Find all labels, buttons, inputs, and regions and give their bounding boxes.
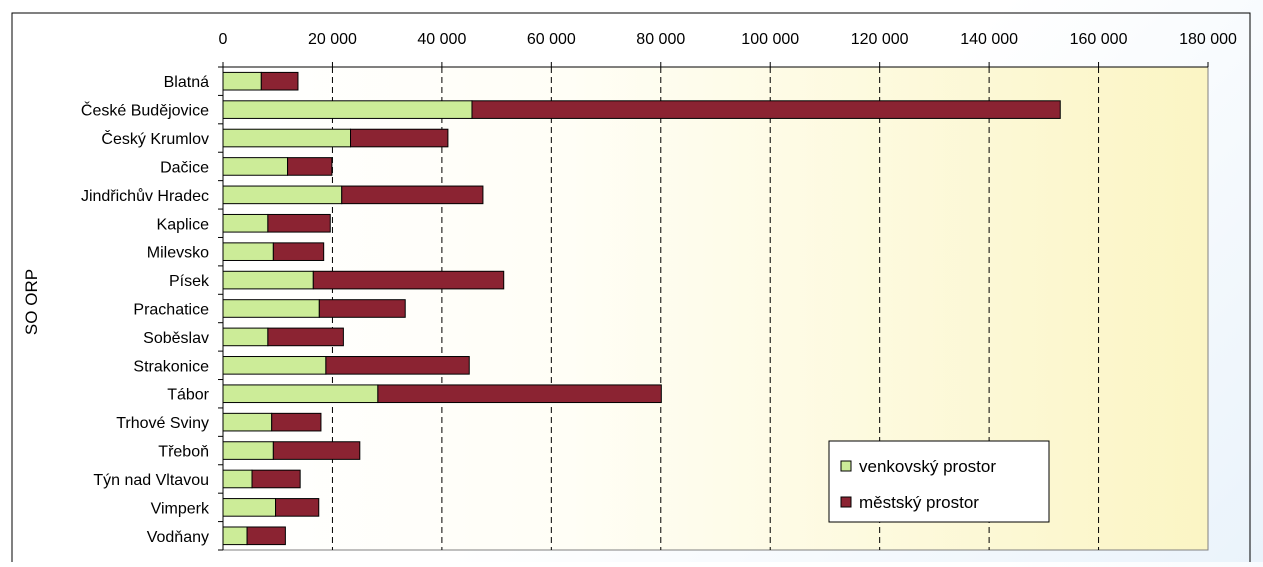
- x-tick-label: 20 000: [308, 31, 357, 48]
- x-tick-label: 100 000: [741, 31, 799, 48]
- bar-mestsky: [272, 441, 361, 460]
- legend-label-mestsky: městský prostor: [859, 493, 979, 512]
- bar-venkovsky: [222, 100, 473, 119]
- legend-swatch-mestsky: [840, 496, 852, 508]
- x-tick-label: 60 000: [527, 31, 576, 48]
- legend-label-venkovsky: venkovský prostor: [859, 457, 996, 476]
- bar-venkovsky: [222, 157, 289, 176]
- x-tick-label: 120 000: [851, 31, 909, 48]
- category-label: Tábor: [167, 387, 209, 404]
- category-label: Vodňany: [147, 529, 209, 546]
- bar-mestsky: [325, 356, 470, 375]
- category-label: Třeboň: [158, 444, 209, 461]
- bar-venkovsky: [222, 356, 327, 375]
- bar-mestsky: [318, 299, 406, 318]
- x-tick-label: 40 000: [417, 31, 466, 48]
- category-label: Strakonice: [133, 358, 209, 375]
- bar-venkovsky: [222, 441, 274, 460]
- bar-mestsky: [341, 185, 484, 205]
- bar-mestsky: [350, 128, 449, 148]
- bar-mestsky: [287, 157, 333, 176]
- category-label: Jindřichův Hradec: [81, 187, 209, 205]
- bar-mestsky: [377, 384, 662, 404]
- category-label: České Budějovice: [81, 101, 209, 120]
- bar-venkovsky: [222, 128, 352, 148]
- bar-venkovsky: [222, 270, 314, 290]
- category-label: Kaplice: [157, 216, 210, 233]
- bar-venkovsky: [222, 412, 273, 432]
- bar-venkovsky: [222, 299, 320, 318]
- bar-venkovsky: [222, 498, 277, 517]
- category-label: Milevsko: [147, 245, 209, 262]
- bar-mestsky: [312, 270, 505, 290]
- x-tick-label: 80 000: [636, 31, 685, 48]
- bar-venkovsky: [222, 384, 379, 404]
- bar-mestsky: [272, 242, 325, 261]
- bar-mestsky: [260, 71, 299, 91]
- legend: venkovský prostor městský prostor: [828, 440, 1050, 523]
- category-label: Dačice: [160, 159, 209, 176]
- category-label: Český Krumlov: [101, 129, 209, 148]
- x-tick-label: 140 000: [960, 31, 1018, 48]
- legend-box: [828, 440, 1050, 523]
- category-label: Prachatice: [133, 302, 209, 319]
- bar-venkovsky: [222, 469, 253, 489]
- y-axis-title: SO ORP: [22, 269, 41, 335]
- category-label: Týn nad Vltavou: [93, 472, 209, 489]
- x-tick-label: 180 000: [1179, 31, 1237, 48]
- bar-venkovsky: [222, 327, 269, 347]
- bar-mestsky: [251, 469, 301, 489]
- category-label: Písek: [169, 273, 210, 290]
- bar-mestsky: [267, 213, 331, 233]
- bar-venkovsky: [222, 213, 269, 233]
- bar-mestsky: [275, 498, 320, 517]
- bar-mestsky: [471, 100, 1061, 119]
- x-tick-label: 0: [219, 31, 228, 48]
- bar-mestsky: [246, 526, 286, 546]
- bar-venkovsky: [222, 185, 343, 205]
- bar-venkovsky: [222, 526, 248, 546]
- category-label: Blatná: [164, 74, 209, 91]
- category-label: Soběslav: [143, 330, 209, 347]
- category-label: Trhové Sviny: [116, 415, 209, 432]
- bar-mestsky: [271, 412, 322, 432]
- x-tick-label: 160 000: [1070, 31, 1128, 48]
- category-label: Vimperk: [151, 500, 210, 517]
- bar-venkovsky: [222, 242, 274, 261]
- bar-mestsky: [267, 327, 344, 347]
- bar-venkovsky: [222, 71, 262, 91]
- legend-swatch-venkovsky: [840, 460, 852, 472]
